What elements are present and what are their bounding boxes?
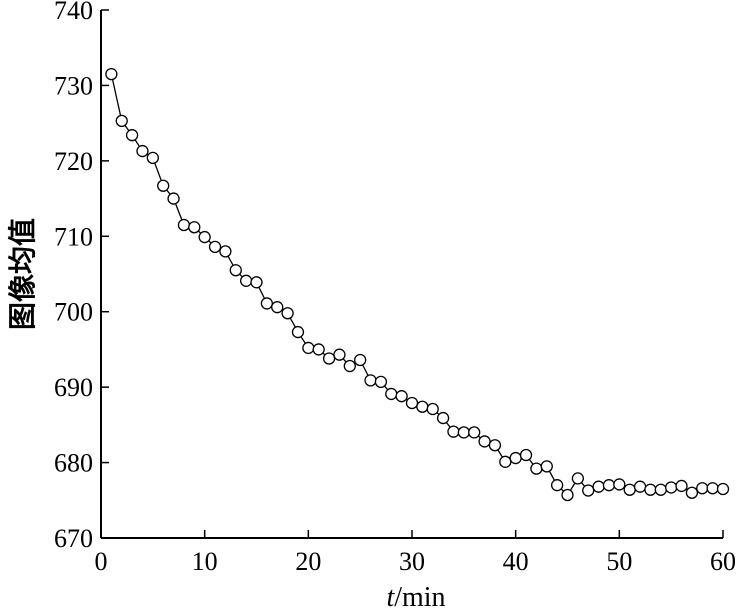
data-point-marker [395,390,408,403]
y-tick-label: 690 [54,373,93,402]
data-point-marker [146,151,159,164]
data-point-marker [125,129,139,142]
y-tick-label: 720 [54,147,93,176]
data-point-marker [426,402,439,416]
axes [100,10,723,539]
data-point-marker [716,482,730,496]
data-point-marker [561,488,574,502]
data-point-marker [623,483,636,496]
data-point-marker [582,484,595,497]
data-point-marker [478,435,491,448]
data-point-marker [706,482,719,495]
data-point-marker [519,448,533,462]
data-point-marker [685,486,699,499]
series-line [110,73,724,497]
data-point-marker [302,341,315,355]
data-point-marker [271,301,284,314]
data-point-marker [188,221,201,234]
data-point-marker [592,480,605,493]
data-point-marker [167,192,180,205]
data-point-marker [198,230,211,244]
y-tick-label: 730 [54,71,93,100]
ticks: 0 10 20 30 40 50 60 670 680 690 700 710 720 730 740 [54,0,736,576]
data-point-marker [468,426,481,439]
x-tick-label: 20 [295,547,321,576]
data-point-marker [602,479,616,492]
data-point-marker [250,276,263,289]
x-tick-label: 60 [710,547,736,576]
data-point-marker [416,400,429,413]
data-point-marker [644,483,657,496]
data-point-marker [665,481,678,494]
y-tick-label: 680 [54,449,93,478]
data-point-marker [281,307,294,320]
x-tick-label: 40 [503,547,529,576]
data-point-marker [136,144,149,158]
data-point-marker [364,374,377,387]
x-axis-variable: t [386,582,395,610]
data-point-marker [115,114,128,128]
data-point-marker [291,325,305,339]
data-point-marker [219,245,232,258]
data-point-marker [488,439,502,452]
data-point-marker [229,264,242,277]
data-point-marker [405,396,419,410]
data-point-marker [208,240,222,253]
data-point-marker [654,483,667,496]
data-point-marker [499,455,512,468]
data-point-marker [675,479,688,493]
data-point-marker [239,274,253,287]
data-point-marker [571,472,585,485]
y-tick-label: 700 [54,298,93,327]
data-point-marker [333,348,346,361]
data-point-marker [447,425,460,438]
data-point-marker [696,482,709,495]
y-axis-title: 图像均值 [6,218,39,330]
data-point-marker [457,426,470,439]
data-point-marker [385,387,398,401]
y-tick-label: 710 [54,222,93,251]
data-point-marker [509,451,522,465]
x-axis-unit: /min [394,582,445,610]
data-point-marker [260,297,274,310]
data-point-marker [530,462,543,475]
data-point-marker [540,460,553,473]
data-point-marker [157,179,170,192]
x-tick-label: 50 [606,547,632,576]
data-point-marker [354,353,367,367]
y-tick-label: 670 [54,524,93,553]
data-point-marker [343,359,356,373]
data-point-marker [550,479,564,492]
data-point-marker [436,411,450,425]
x-tick-label: 0 [95,547,108,576]
data-point-marker [312,343,325,356]
data-point-marker [105,67,118,81]
x-axis-title: t/min [386,582,445,610]
x-tick-label: 10 [192,547,218,576]
data-point-marker [177,218,191,232]
data-point-marker [374,375,388,389]
data-point-marker [322,352,336,365]
data-point-marker [613,478,626,491]
data-series [105,67,730,502]
x-tick-label: 30 [399,547,425,576]
y-tick-label: 740 [54,0,93,25]
data-point-marker [633,480,647,493]
